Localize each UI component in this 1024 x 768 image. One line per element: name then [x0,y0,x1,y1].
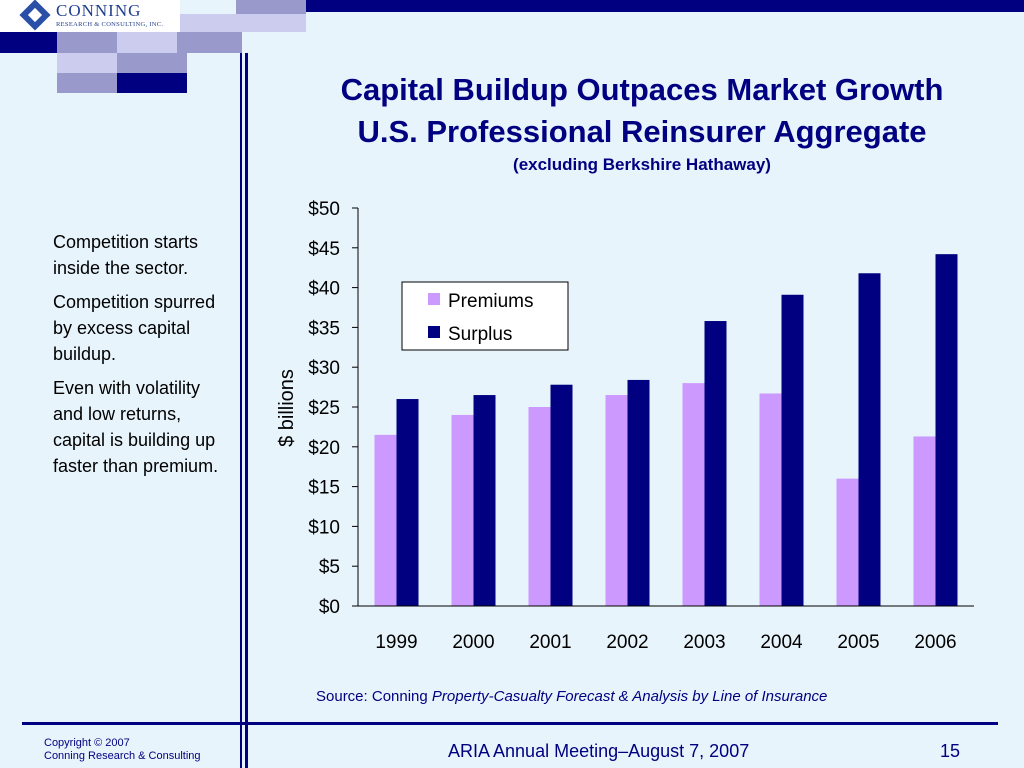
decor-square [180,14,236,32]
source-prefix: Source: Conning [316,688,428,705]
bar-premiums-2005 [836,478,859,606]
meeting-name: ARIA Annual Meeting–August 7, 2007 [448,741,750,761]
y-tick-label: $0 [319,597,340,618]
copyright-line: Copyright © 2007 [44,737,130,749]
logo-subtitle: RESEARCH & CONSULTING, INC. [56,21,164,28]
x-tick-label: 1999 [375,632,417,653]
decor-square [57,53,117,73]
decor-square [117,73,187,93]
decor-square [117,32,177,53]
y-tick-label: $25 [308,398,340,419]
page-note: (excluding Berkshire Hathaway) [513,155,771,174]
page-subtitle: U.S. Professional Reinsurer Aggregate [357,114,927,149]
x-tick-label: 2006 [914,632,956,653]
legend-swatch-premiums [428,293,440,305]
bar-premiums-2003 [682,383,705,606]
y-tick-label: $15 [308,478,340,499]
copyright-company: Conning Research & Consulting [44,750,201,762]
x-tick-label: 2001 [529,632,571,653]
sidebar-point: Competition starts inside the sector. [53,232,199,278]
y-tick-label: $35 [308,318,340,339]
bar-surplus-2000 [473,395,496,606]
bar-premiums-2000 [451,414,474,606]
y-tick-label: $45 [308,239,340,260]
chart-bars [374,254,958,606]
bar-surplus-1999 [396,399,419,606]
source-note: Source: Conning Property-Casualty Foreca… [316,688,827,705]
x-tick-label: 2003 [683,632,725,653]
bar-premiums-2001 [528,407,551,606]
bar-premiums-2004 [759,393,782,606]
decor-square [0,32,57,53]
y-tick-label: $40 [308,279,340,300]
decor-square [236,0,306,14]
vertical-divider [240,53,242,768]
legend-label-premiums: Premiums [448,291,534,312]
decor-square [177,32,242,53]
y-tick-label: $30 [308,358,340,379]
y-axis-label: $ billions [276,369,298,447]
vertical-divider [245,53,248,768]
bar-premiums-2006 [913,436,936,606]
sidebar-point: Competition spurred by excess capital bu… [53,292,216,364]
x-tick-label: 2002 [606,632,648,653]
y-tick-label: $10 [308,517,340,538]
footer-divider [22,722,998,725]
bar-surplus-2001 [550,384,573,606]
bar-surplus-2005 [858,273,881,606]
bar-surplus-2003 [704,321,727,606]
legend-swatch-surplus [428,326,440,338]
decor-square [306,0,1024,12]
copyright: Copyright © 2007 Conning Research & Cons… [44,737,201,763]
legend-label-surplus: Surplus [448,324,512,345]
sidebar-notes: Competition starts inside the sector. Co… [53,229,223,487]
bar-premiums-1999 [374,434,397,606]
decor-square [236,14,306,32]
x-tick-label: 2004 [760,632,803,653]
decor-square [117,53,187,73]
page-title: Capital Buildup Outpaces Market Growth [340,72,944,107]
decor-square [57,32,117,53]
bar-premiums-2002 [605,395,628,606]
decor-square [57,73,117,93]
y-tick-label: $5 [319,557,340,578]
source-publication: Property-Casualty Forecast & Analysis by… [431,688,828,705]
bar-surplus-2004 [781,294,804,606]
y-tick-label: $20 [308,438,340,459]
x-tick-label: 2000 [452,632,494,653]
logo-name: CONNING [56,1,142,20]
logo: CONNING RESEARCH & CONSULTING, INC. [0,0,180,32]
y-tick-label: $50 [308,199,340,220]
chart-axes: 1999 2000 2001 2002 2003 2004 2005 2006 $0 $5 $10 $… [308,199,974,653]
sidebar-point: Even with volatility and low returns, ca… [53,378,219,476]
chart-legend: Premiums Surplus [401,281,569,351]
bar-surplus-2002 [627,379,650,606]
x-tick-label: 2005 [837,632,879,653]
bar-surplus-2006 [935,254,958,606]
page-number: 15 [940,741,961,761]
